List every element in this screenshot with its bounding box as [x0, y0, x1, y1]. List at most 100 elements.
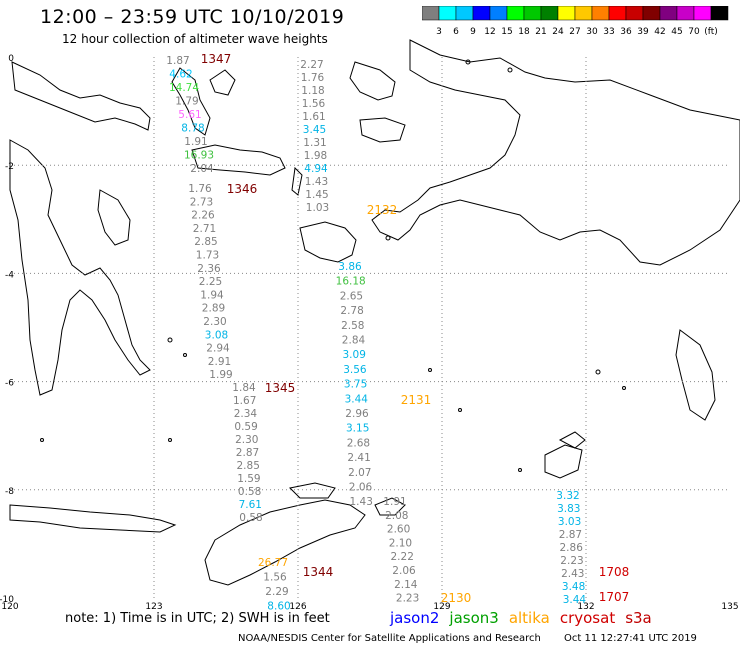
wave-height-value: 2.68: [347, 437, 370, 449]
coastline-kai: [558, 431, 586, 449]
wave-height-value: 2.94: [206, 343, 230, 355]
wave-height-value: 5.61: [178, 109, 201, 121]
wave-height-value: 2.73: [190, 196, 213, 208]
track-2131: 3.86 16.18 2.65 2.78 2.58 2.84 3.09 3.56 3.75 3.4…: [336, 261, 373, 508]
wave-height-value: 3.83: [557, 503, 580, 515]
wave-height-value: 2.06: [349, 482, 373, 494]
wave-height-value: 14.74: [169, 82, 199, 94]
coastline-wetar: [288, 482, 336, 499]
wave-height-value: 2.26: [191, 210, 215, 222]
wave-height-value: 1.76: [188, 183, 212, 195]
wave-height-value: 1.94: [200, 289, 224, 301]
footer-note: note: 1) Time is in UTC; 2) SWH is in fe…: [65, 611, 330, 626]
wave-height-value: 1.18: [301, 85, 324, 97]
coastlines: [9, 39, 740, 586]
colorbar-label: 70: [688, 27, 700, 37]
pass-number-label: 2132: [367, 203, 398, 217]
colorbar-label: 45: [671, 27, 682, 37]
wave-height-value: 4.62: [169, 69, 192, 81]
wave-height-value: 3.44: [345, 393, 369, 405]
wave-height-value: 3.45: [303, 124, 326, 136]
wave-height-value: 2.04: [190, 163, 214, 175]
wave-height-value: 0.58: [239, 512, 262, 524]
altimeter-map: 1.874.6214.741.795.618.781.9116.932.041.…: [0, 39, 740, 610]
wave-height-value: 2.85: [194, 236, 217, 248]
wave-height-value: 2.85: [237, 460, 260, 472]
wave-height-value: 2.89: [202, 303, 225, 315]
legend-entry-jason3: jason3: [449, 609, 499, 627]
wave-height-value: 2.41: [347, 452, 370, 464]
wave-height-value: 26.77: [258, 557, 288, 569]
wave-height-value: 1.56: [302, 98, 326, 110]
colorbar-label: 3: [436, 27, 442, 37]
pass-number-label: 2131: [401, 393, 432, 407]
coastline-halmahera-east: [209, 69, 236, 96]
coastline-new-guinea: [371, 39, 740, 266]
track-2130: 1.91 2.08 2.602.10 2.22 2.06 2.14 2.23: [383, 496, 419, 605]
latitude-tick-label: 0: [8, 54, 14, 64]
wave-height-value: 3.32: [556, 490, 579, 502]
longitude-tick-label: 120: [1, 602, 18, 610]
pass-number-label: 2130: [441, 591, 472, 605]
wave-height-value: 16.93: [184, 150, 214, 162]
coastline-island-south: [374, 497, 406, 516]
colorbar-label: 27: [569, 27, 580, 37]
wave-height-value: 3.75: [344, 379, 367, 391]
wave-height-value: 0.58: [238, 486, 261, 498]
pass-number-label: 1346: [227, 182, 258, 196]
colorbar-label: 21: [535, 27, 546, 37]
wave-height-value: 2.65: [340, 290, 363, 302]
coastline-buru: [291, 166, 303, 196]
colorbar-label: 33: [603, 27, 614, 37]
wave-height-value: 2.06: [392, 565, 416, 577]
coastline-halmahera: [171, 67, 211, 136]
wave-height-value: 1.87: [166, 55, 189, 67]
wave-height-value: 3.15: [346, 423, 369, 435]
chart-subtitle: 12 hour collection of altimeter wave hei…: [62, 32, 328, 46]
graticule: [10, 57, 730, 598]
wave-height-value: 4.94: [304, 163, 328, 175]
wave-height-value: 1.43: [350, 496, 373, 508]
wave-height-value: 2.08: [385, 510, 408, 522]
wave-height-value: 2.86: [560, 542, 584, 554]
wave-height-value: 1.79: [175, 96, 198, 108]
wave-height-value: 2.23: [560, 555, 583, 567]
wave-height-value: 3.08: [205, 329, 228, 341]
colorbar-label: 9: [470, 27, 476, 37]
colorbar-label: 12: [484, 27, 495, 37]
wave-height-value: 1.73: [196, 250, 219, 262]
coastline-north-arm: [11, 61, 151, 131]
colorbar-label: 30: [586, 27, 598, 37]
latitude-tick-label: -8: [5, 487, 14, 497]
wave-height-value: 2.34: [234, 408, 258, 420]
wave-height-value: 2.43: [561, 568, 584, 580]
wave-height-value: 2.87: [559, 529, 582, 541]
longitude-tick-label: 129: [433, 602, 450, 610]
colorbar-label: 42: [654, 27, 665, 37]
legend-entry-jason2: jason2: [390, 609, 440, 627]
track-1344: 26.77 1.56 2.29 8.60: [258, 557, 291, 610]
colorbar-label: 39: [637, 27, 649, 37]
wave-height-value: 3.03: [558, 516, 581, 528]
wave-height-value: 2.36: [197, 263, 221, 275]
wave-height-value: 2.22: [391, 551, 414, 563]
latitude-tick-label: -10: [0, 595, 14, 605]
wave-height-value: 1.59: [237, 473, 260, 485]
track-1346: 1.762.73 2.262.712.85 1.732.362.251.94 2.89…: [188, 183, 232, 381]
wave-height-value: 2.07: [348, 467, 371, 479]
wave-height-value: 2.23: [396, 593, 419, 605]
wave-height-value: 8.60: [267, 601, 290, 611]
longitude-tick-label: 126: [289, 602, 306, 610]
wave-height-value: 16.18: [336, 276, 366, 288]
coastline-island-center: [299, 221, 357, 263]
wave-height-value: 1.43: [305, 176, 328, 188]
longitude-tick-label: 135: [721, 602, 738, 610]
wave-height-value: 1.67: [233, 395, 256, 407]
wave-height-value: 1.03: [306, 202, 329, 214]
wave-height-value: 1.31: [303, 137, 326, 149]
color-scale-bar: 3 6 9 12 15 18 21 24 27 30 33 36 39 42 45 70 (ft): [422, 6, 729, 37]
wave-height-value: 2.60: [387, 524, 410, 536]
wave-height-tracks: 1.874.6214.741.795.618.781.9116.932.041.…: [166, 52, 629, 610]
pass-number-label: 1707: [599, 590, 630, 604]
